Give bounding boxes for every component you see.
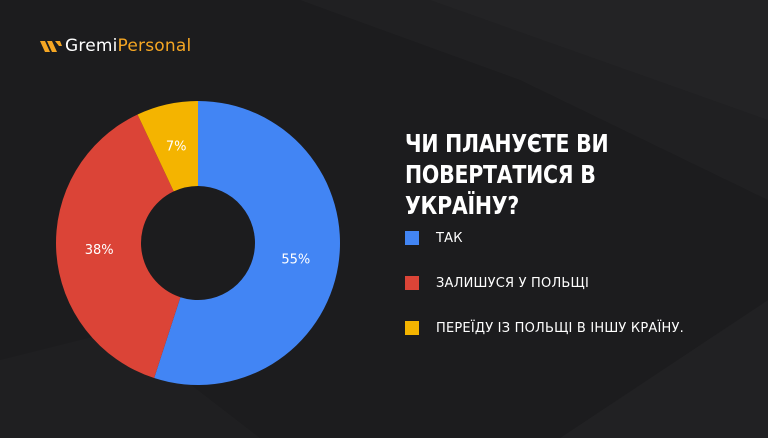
logo-text-part2: Personal [117,36,192,56]
legend-swatch-stay-in-poland [405,276,419,290]
slice-yes [154,101,341,385]
legend-item-yes: ТАК [405,229,684,247]
data-label-move-elsewhere: 7% [166,139,187,154]
legend-item-move-elsewhere: ПЕРЕЇДУ ІЗ ПОЛЬЩІ В ІНШУ КРАЇНУ. [405,319,684,337]
legend-item-stay-in-poland: ЗАЛИШУСЯ У ПОЛЬЩІ [405,274,684,292]
slice-stay-in-poland [56,114,181,379]
slice-move-elsewhere [137,101,198,192]
data-label-yes: 55% [281,252,310,267]
chart-legend: ТАК ЗАЛИШУСЯ У ПОЛЬЩІ ПЕРЕЇДУ ІЗ ПОЛЬЩІ … [405,229,684,364]
chart-title-line-1: ЧИ ПЛАНУЄТЕ ВИ [405,129,609,158]
chart-title: ЧИ ПЛАНУЄТЕ ВИ ПОВЕРТАТИСЯ В УКРАЇНУ? [405,128,676,221]
legend-label-move-elsewhere: ПЕРЕЇДУ ІЗ ПОЛЬЩІ В ІНШУ КРАЇНУ. [436,320,684,336]
logo-text-part1: Gremi [65,36,118,56]
logo-text: GremiPersonal [65,36,191,56]
legend-label-yes: ТАК [436,230,463,246]
logo-mark-icon [40,41,62,52]
legend-swatch-yes [405,231,419,245]
legend-swatch-move-elsewhere [405,321,419,335]
legend-label-stay-in-poland: ЗАЛИШУСЯ У ПОЛЬЩІ [436,275,590,291]
brand-logo: GremiPersonal [40,36,191,56]
data-label-stay-in-poland: 38% [85,243,114,258]
chart-title-line-2: ПОВЕРТАТИСЯ В УКРАЇНУ? [405,160,596,220]
